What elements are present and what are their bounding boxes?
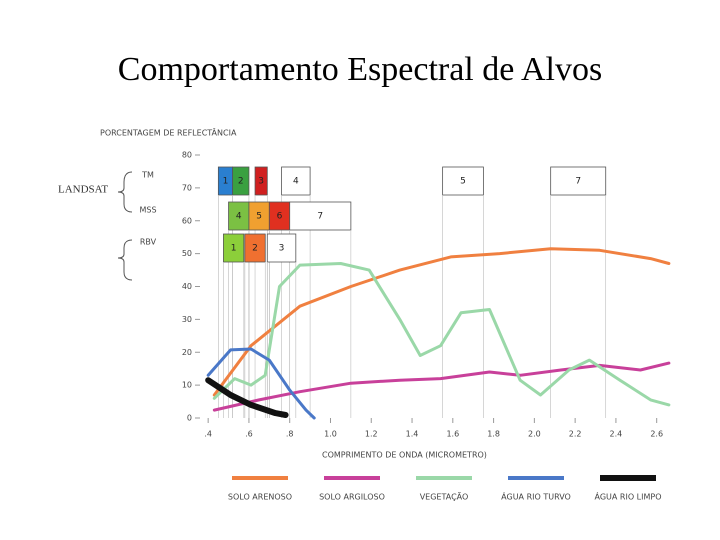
band-box bbox=[550, 166, 607, 196]
x-tick-label: 1.0 bbox=[324, 430, 337, 439]
y-tick-label: 80 bbox=[182, 151, 192, 160]
band-box bbox=[442, 166, 484, 196]
brace bbox=[117, 239, 133, 281]
series-line bbox=[212, 262, 671, 407]
brace bbox=[117, 171, 133, 213]
band-label: 4 bbox=[293, 177, 299, 187]
band-label: 5 bbox=[460, 177, 466, 187]
x-tick-label: .4 bbox=[204, 430, 212, 439]
legend-label: SOLO ARENOSO bbox=[228, 493, 292, 502]
band-label: 1 bbox=[223, 177, 229, 187]
legend-label: ÁGUA RIO LIMPO bbox=[595, 491, 662, 502]
x-tick-label: 2.2 bbox=[569, 430, 582, 439]
series-line bbox=[206, 347, 316, 420]
band-box bbox=[223, 233, 245, 263]
y-tick-label: 40 bbox=[182, 282, 192, 291]
y-tick-label: 20 bbox=[182, 348, 192, 357]
band-label: 7 bbox=[317, 212, 323, 222]
slide-title: Comportamento Espectral de Alvos bbox=[118, 51, 602, 88]
y-tick-label: 70 bbox=[182, 183, 192, 192]
x-axis-title: COMPRIMENTO DE ONDA (MICROMETRO) bbox=[322, 451, 487, 460]
band-box bbox=[266, 233, 297, 263]
band-box bbox=[289, 201, 352, 231]
sensor-label: LANDSAT bbox=[58, 184, 108, 196]
band-label: 5 bbox=[256, 212, 262, 222]
band-box bbox=[244, 233, 266, 263]
x-tick-label: .8 bbox=[286, 430, 294, 439]
band-row-label: TM bbox=[141, 171, 154, 180]
x-tick-label: .6 bbox=[245, 430, 253, 439]
y-tick-label: 10 bbox=[182, 381, 192, 390]
band-label: 6 bbox=[277, 212, 283, 222]
series-line bbox=[212, 247, 671, 397]
x-tick-label: 1.6 bbox=[446, 430, 459, 439]
y-tick-label: 50 bbox=[182, 249, 192, 258]
x-tick-label: 1.8 bbox=[487, 430, 500, 439]
y-tick-label: 0 bbox=[187, 414, 192, 423]
band-label: 2 bbox=[238, 177, 244, 187]
y-tick-label: 60 bbox=[182, 216, 192, 225]
x-tick-label: 1.4 bbox=[406, 430, 419, 439]
band-label: 3 bbox=[279, 244, 285, 254]
series-line bbox=[205, 377, 289, 418]
x-tick-label: 1.2 bbox=[365, 430, 378, 439]
band-row-label: RBV bbox=[140, 238, 157, 247]
band-label: 3 bbox=[258, 177, 264, 187]
y-tick-label: 30 bbox=[182, 315, 192, 324]
band-label: 7 bbox=[575, 177, 581, 187]
legend-label: SOLO ARGILOSO bbox=[319, 493, 385, 502]
x-tick-label: 2.0 bbox=[528, 430, 541, 439]
band-row-label: MSS bbox=[139, 206, 156, 215]
legend-label: VEGETAÇÃO bbox=[420, 492, 469, 502]
y-axis-title: PORCENTAGEM DE REFLECTÂNCIA bbox=[100, 127, 237, 138]
legend-label: ÁGUA RIO TURVO bbox=[501, 491, 571, 502]
band-label: 4 bbox=[236, 212, 242, 222]
band-box bbox=[254, 166, 268, 196]
x-tick-label: 2.4 bbox=[610, 430, 623, 439]
band-box bbox=[232, 166, 250, 196]
band-label: 1 bbox=[231, 244, 237, 254]
band-label: 2 bbox=[252, 244, 258, 254]
x-tick-label: 2.6 bbox=[650, 430, 663, 439]
band-box bbox=[281, 166, 311, 196]
series-line bbox=[212, 361, 671, 412]
